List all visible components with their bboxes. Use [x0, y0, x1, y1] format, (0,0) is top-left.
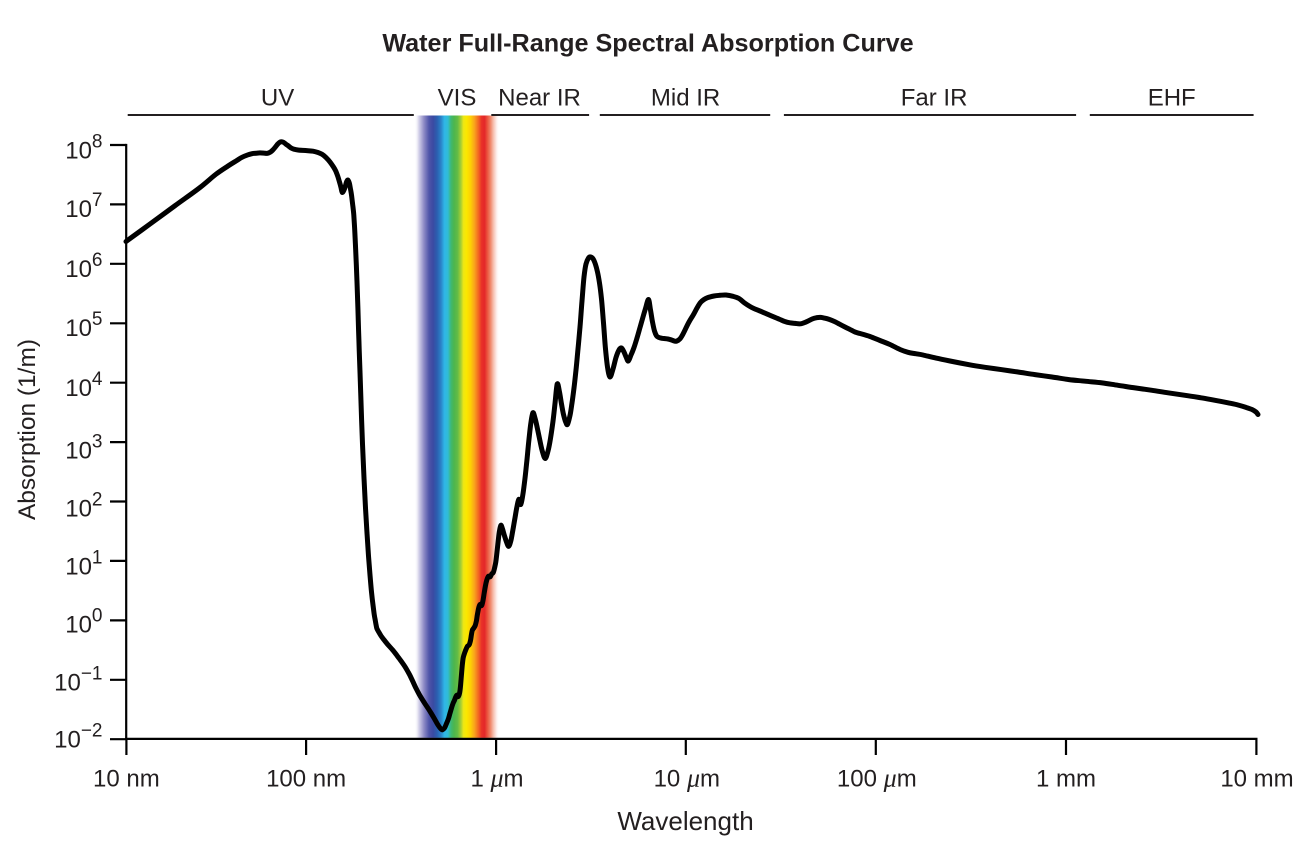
svg-text:Water Full-Range Spectral Abso: Water Full-Range Spectral Absorption Cur…: [382, 30, 913, 58]
svg-text:10−1: 10−1: [54, 664, 102, 697]
svg-text:100 nm: 100 nm: [266, 766, 346, 793]
svg-text:Near IR: Near IR: [498, 85, 581, 112]
svg-text:10 mm: 10 mm: [1220, 766, 1293, 793]
svg-text:10−2: 10−2: [54, 721, 102, 754]
svg-text:1 mm: 1 mm: [1036, 766, 1096, 793]
svg-text:Wavelength: Wavelength: [617, 806, 753, 836]
svg-text:Mid IR: Mid IR: [651, 85, 720, 112]
svg-text:UV: UV: [261, 85, 294, 112]
svg-text:1 μm: 1 μm: [470, 764, 523, 793]
svg-text:Far IR: Far IR: [901, 85, 968, 112]
svg-text:10 nm: 10 nm: [93, 766, 160, 793]
svg-text:10 μm: 10 μm: [654, 764, 720, 793]
svg-text:VIS: VIS: [438, 85, 477, 112]
svg-text:100 μm: 100 μm: [837, 764, 917, 793]
svg-text:EHF: EHF: [1148, 85, 1196, 112]
svg-text:108: 108: [65, 131, 102, 164]
svg-text:Absorption (1/m): Absorption (1/m): [14, 339, 41, 520]
